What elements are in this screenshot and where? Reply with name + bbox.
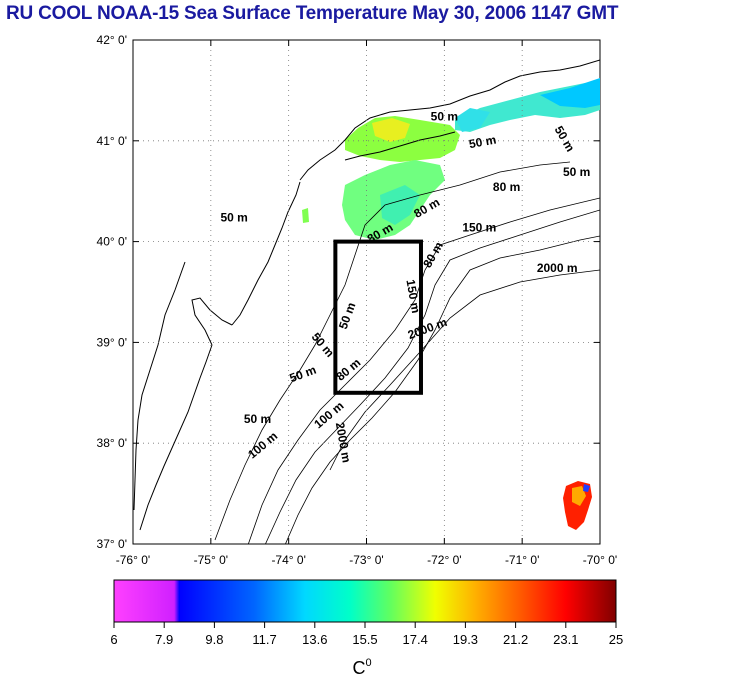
y-tick-label: 42° 0' — [97, 33, 127, 47]
study-area-box — [333, 239, 423, 395]
sst-patch-warm-eddy-blue — [583, 484, 590, 492]
contour-label: 2000 m — [537, 261, 578, 275]
x-tick-label: -76° 0' — [116, 553, 150, 567]
contour-150m — [284, 235, 600, 544]
colorbar-tick-label: 15.5 — [352, 632, 377, 647]
contour-label: 50 m — [468, 133, 497, 152]
y-tick-label: 38° 0' — [97, 436, 127, 450]
colorbar-tick-label: 11.7 — [252, 632, 276, 647]
contour-2000m — [329, 269, 600, 471]
contour-label: 2000 m — [333, 421, 354, 464]
x-tick-label: -74° 0' — [271, 553, 305, 567]
colorbar-tick-label: 23.1 — [553, 632, 578, 647]
contour-label: 150 m — [462, 221, 496, 235]
colorbar-tick-label: 9.8 — [205, 632, 223, 647]
colorbar — [113, 579, 617, 623]
y-tick-label: 37° 0' — [97, 537, 127, 551]
colorbar-unit-label: C0 — [352, 657, 371, 678]
x-tick-label: -72° 0' — [427, 553, 461, 567]
coastline-nj — [231, 181, 301, 326]
coastline-delmarva — [139, 344, 213, 531]
coastline-delaware-bay — [191, 297, 233, 346]
contour-80m — [247, 197, 600, 544]
contour-label: 50 m — [221, 210, 248, 224]
sst-patches — [302, 78, 600, 530]
x-tick-label: -71° 0' — [505, 553, 539, 567]
y-axis-ticks: 42° 0' 41° 0' 40° 0' 39° 0' 38° 0' 37° 0' — [97, 33, 600, 551]
colorbar-tick-label: 6 — [110, 632, 117, 647]
colorbar-tick-label: 13.6 — [302, 632, 327, 647]
colorbar-tick-label: 21.2 — [503, 632, 528, 647]
sst-patch-nantucket — [455, 108, 490, 132]
contour-100m — [265, 209, 600, 544]
colorbar-tick-label: 19.3 — [453, 632, 478, 647]
sst-patch-small — [302, 208, 309, 223]
coastline-chesapeake — [133, 261, 186, 511]
contour-label: 50 m — [244, 412, 271, 426]
y-tick-label: 40° 0' — [97, 235, 127, 249]
sst-patch-ny-bight-cool — [380, 185, 420, 225]
colorbar-tick-label: 17.4 — [403, 632, 428, 647]
contour-label: 150 m — [403, 278, 423, 314]
coastline-long-island — [344, 131, 456, 161]
x-tick-label: -75° 0' — [194, 553, 228, 567]
sst-patch-cape-cod-cool — [540, 78, 600, 108]
sst-patch-warm-eddy-core — [572, 486, 586, 506]
y-tick-label: 39° 0' — [97, 335, 127, 349]
colorbar-ticks: 6 7.9 9.8 11.7 13.6 15.5 17.4 19.3 21.2 23.1 25 — [110, 622, 623, 647]
x-axis-ticks: -76° 0' -75° 0' -74° 0' -73° 0' -72° 0' -71° … — [116, 40, 617, 567]
coastline — [133, 59, 600, 531]
sst-patch-sound-warm — [372, 118, 410, 142]
contour-label: 80 m — [493, 180, 520, 194]
x-tick-label: -73° 0' — [349, 553, 383, 567]
x-tick-label: -70° 0' — [583, 553, 617, 567]
contour-label: 50 m — [563, 165, 590, 179]
coastline-new-england — [299, 59, 600, 181]
y-tick-label: 41° 0' — [97, 134, 127, 148]
colorbar-tick-label: 7.9 — [155, 632, 173, 647]
contour-50m-shelf — [214, 161, 571, 541]
map-title: RU COOL NOAA-15 Sea Surface Temperature … — [6, 3, 619, 24]
colorbar-tick-label: 25 — [609, 632, 623, 647]
bathymetry-contours — [214, 161, 600, 544]
lat-lon-grid — [133, 40, 600, 544]
contour-label: 50 m — [431, 110, 458, 124]
